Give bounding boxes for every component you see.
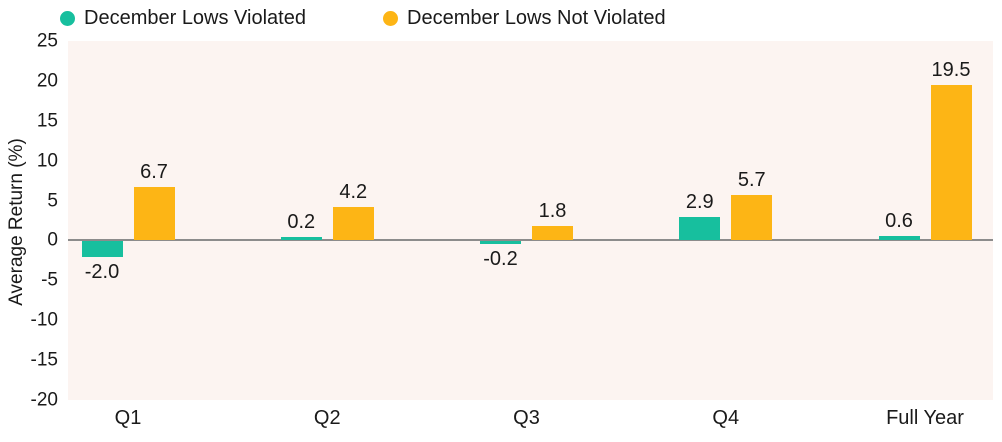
y-tick-label: 10 xyxy=(36,150,58,172)
bar-value-label: 2.9 xyxy=(685,191,714,214)
y-tick-label: -15 xyxy=(30,349,58,371)
bar-value-label: 4.2 xyxy=(339,180,368,203)
legend-item-violated: December Lows Violated xyxy=(60,4,306,32)
bar-value-label: 19.5 xyxy=(931,58,971,81)
y-tick-label: 15 xyxy=(36,110,58,132)
bar-q3-violated xyxy=(480,241,521,245)
y-tick-label: 5 xyxy=(47,190,58,212)
legend-dot-not-violated-icon xyxy=(383,10,398,26)
bar-q2-violated xyxy=(280,237,322,241)
bar-q2-not-violated xyxy=(332,206,374,241)
x-axis-label-q4: Q4 xyxy=(712,407,740,429)
x-axis-label-full-year: Full Year xyxy=(886,407,964,429)
y-tick-label: -10 xyxy=(30,309,58,331)
y-tick-label: 25 xyxy=(36,30,58,52)
y-tick-label: 20 xyxy=(36,70,58,92)
bar-q1-not-violated xyxy=(133,186,175,241)
bar-value-label: 0.2 xyxy=(287,211,316,234)
legend-label-violated: December Lows Violated xyxy=(84,6,306,29)
y-tick-label: -5 xyxy=(41,269,58,291)
legend-item-not-violated: December Lows Not Violated xyxy=(383,4,666,32)
legend-dot-violated-icon xyxy=(60,10,75,26)
bar-value-label: 0.6 xyxy=(885,209,913,232)
zero-axis-line xyxy=(68,239,993,242)
bar-value-label: 5.7 xyxy=(737,168,766,191)
bar-q1-violated xyxy=(81,241,123,258)
y-tick-label: 0 xyxy=(47,229,58,251)
bar-q4-violated xyxy=(679,217,721,241)
plot-area: -2.0 6.7 0.2 4.2 -0.2 1.8 2.9 5.7 0.6 19.5 xyxy=(68,41,993,400)
bar-full-year-violated xyxy=(878,235,920,241)
x-axis-label-q1: Q1 xyxy=(114,407,142,429)
y-tick-label: -20 xyxy=(30,389,58,411)
bar-value-label: 6.7 xyxy=(140,160,168,183)
x-axis-label-q3: Q3 xyxy=(513,407,540,429)
x-axis-label-q2: Q2 xyxy=(313,407,341,429)
legend-label-not-violated: December Lows Not Violated xyxy=(407,6,666,29)
bar-value-label: -0.2 xyxy=(483,248,518,271)
bar-q4-not-violated xyxy=(731,194,773,241)
bar-value-label: 1.8 xyxy=(538,200,567,223)
bar-full-year-not-violated xyxy=(930,84,972,241)
bar-value-label: -2.0 xyxy=(84,261,120,284)
bar-q3-not-violated xyxy=(532,226,573,241)
